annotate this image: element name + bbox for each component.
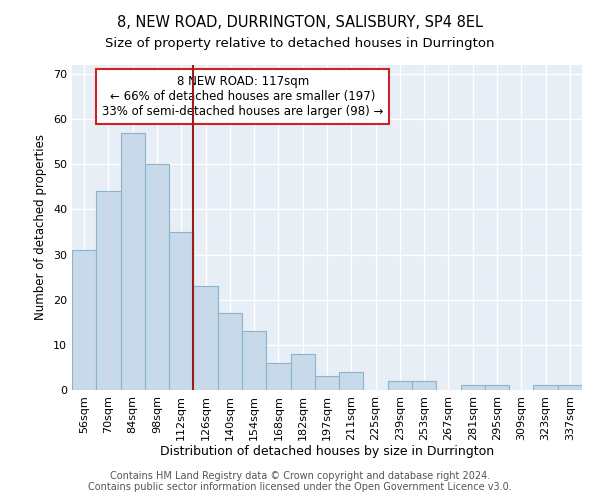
Bar xyxy=(315,376,339,390)
Bar xyxy=(96,192,121,390)
Bar xyxy=(242,332,266,390)
Text: Contains HM Land Registry data © Crown copyright and database right 2024.
Contai: Contains HM Land Registry data © Crown c… xyxy=(88,471,512,492)
Bar xyxy=(388,381,412,390)
Y-axis label: Number of detached properties: Number of detached properties xyxy=(34,134,47,320)
Bar xyxy=(461,386,485,390)
Bar xyxy=(558,386,582,390)
Bar xyxy=(218,314,242,390)
Bar xyxy=(145,164,169,390)
Bar xyxy=(290,354,315,390)
Bar xyxy=(121,132,145,390)
Bar xyxy=(533,386,558,390)
Text: Size of property relative to detached houses in Durrington: Size of property relative to detached ho… xyxy=(105,38,495,51)
Text: 8 NEW ROAD: 117sqm
← 66% of detached houses are smaller (197)
33% of semi-detach: 8 NEW ROAD: 117sqm ← 66% of detached hou… xyxy=(102,74,383,118)
X-axis label: Distribution of detached houses by size in Durrington: Distribution of detached houses by size … xyxy=(160,446,494,458)
Bar xyxy=(266,363,290,390)
Bar xyxy=(412,381,436,390)
Bar xyxy=(72,250,96,390)
Bar xyxy=(485,386,509,390)
Bar xyxy=(193,286,218,390)
Bar xyxy=(339,372,364,390)
Bar xyxy=(169,232,193,390)
Text: 8, NEW ROAD, DURRINGTON, SALISBURY, SP4 8EL: 8, NEW ROAD, DURRINGTON, SALISBURY, SP4 … xyxy=(117,15,483,30)
